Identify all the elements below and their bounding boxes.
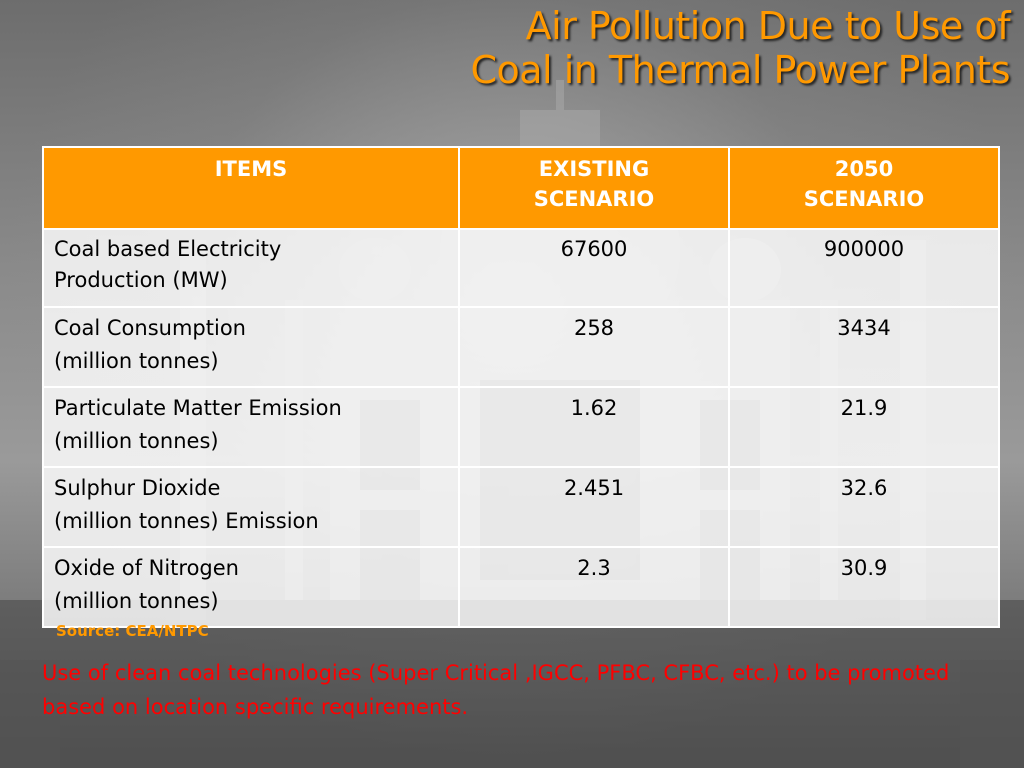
- existing-value-cell: 2.3: [458, 546, 730, 628]
- item-line-2: (million tonnes) Emission: [54, 509, 319, 533]
- header-2050-line-2: SCENARIO: [803, 187, 925, 211]
- item-line-2: (million tonnes): [54, 589, 219, 613]
- header-existing-scenario: EXISTING SCENARIO: [458, 146, 730, 230]
- header-existing-line-2: SCENARIO: [533, 187, 655, 211]
- table-row: Coal Consumption (million tonnes) 258 34…: [42, 306, 1000, 388]
- item-cell: Coal Consumption (million tonnes): [42, 306, 460, 388]
- item-cell: Particulate Matter Emission (million ton…: [42, 386, 460, 468]
- source-citation: Source: CEA/NTPC: [56, 622, 209, 640]
- item-line-1: Coal Consumption: [54, 316, 246, 340]
- future-value-cell: 3434: [728, 306, 1000, 388]
- existing-value-cell: 258: [458, 306, 730, 388]
- item-cell: Coal based Electricity Production (MW): [42, 228, 460, 308]
- emissions-table: ITEMS EXISTING SCENARIO 2050 SCENARIO Co…: [42, 146, 1000, 628]
- slide-title-line-1: Air Pollution Due to Use of: [525, 4, 1011, 48]
- item-line-2: Production (MW): [54, 268, 228, 292]
- item-line-2: (million tonnes): [54, 429, 219, 453]
- item-line-1: Oxide of Nitrogen: [54, 556, 239, 580]
- item-cell: Oxide of Nitrogen (million tonnes): [42, 546, 460, 628]
- header-items: ITEMS: [42, 146, 460, 230]
- future-value-cell: 32.6: [728, 466, 1000, 548]
- future-value-cell: 30.9: [728, 546, 1000, 628]
- table-row: Coal based Electricity Production (MW) 6…: [42, 228, 1000, 308]
- existing-value-cell: 1.62: [458, 386, 730, 468]
- future-value-cell: 21.9: [728, 386, 1000, 468]
- slide-title-line-2: Coal in Thermal Power Plants: [470, 48, 1010, 92]
- slide-title: Air Pollution Due to Use of Coal in Ther…: [470, 4, 1010, 92]
- item-cell: Sulphur Dioxide (million tonnes) Emissio…: [42, 466, 460, 548]
- item-line-1: Coal based Electricity: [54, 237, 282, 261]
- table-row: Oxide of Nitrogen (million tonnes) 2.3 3…: [42, 546, 1000, 628]
- header-2050-line-1: 2050: [834, 157, 894, 181]
- item-line-1: Sulphur Dioxide: [54, 476, 221, 500]
- table-header-row: ITEMS EXISTING SCENARIO 2050 SCENARIO: [42, 146, 1000, 230]
- existing-value-cell: 2.451: [458, 466, 730, 548]
- future-value-cell: 900000: [728, 228, 1000, 308]
- existing-value-cell: 67600: [458, 228, 730, 308]
- header-2050-scenario: 2050 SCENARIO: [728, 146, 1000, 230]
- item-line-1: Particulate Matter Emission: [54, 396, 342, 420]
- table-row: Particulate Matter Emission (million ton…: [42, 386, 1000, 468]
- item-line-2: (million tonnes): [54, 349, 219, 373]
- header-existing-line-1: EXISTING: [538, 157, 650, 181]
- recommendation-note: Use of clean coal technologies (Super Cr…: [42, 661, 950, 719]
- table-row: Sulphur Dioxide (million tonnes) Emissio…: [42, 466, 1000, 548]
